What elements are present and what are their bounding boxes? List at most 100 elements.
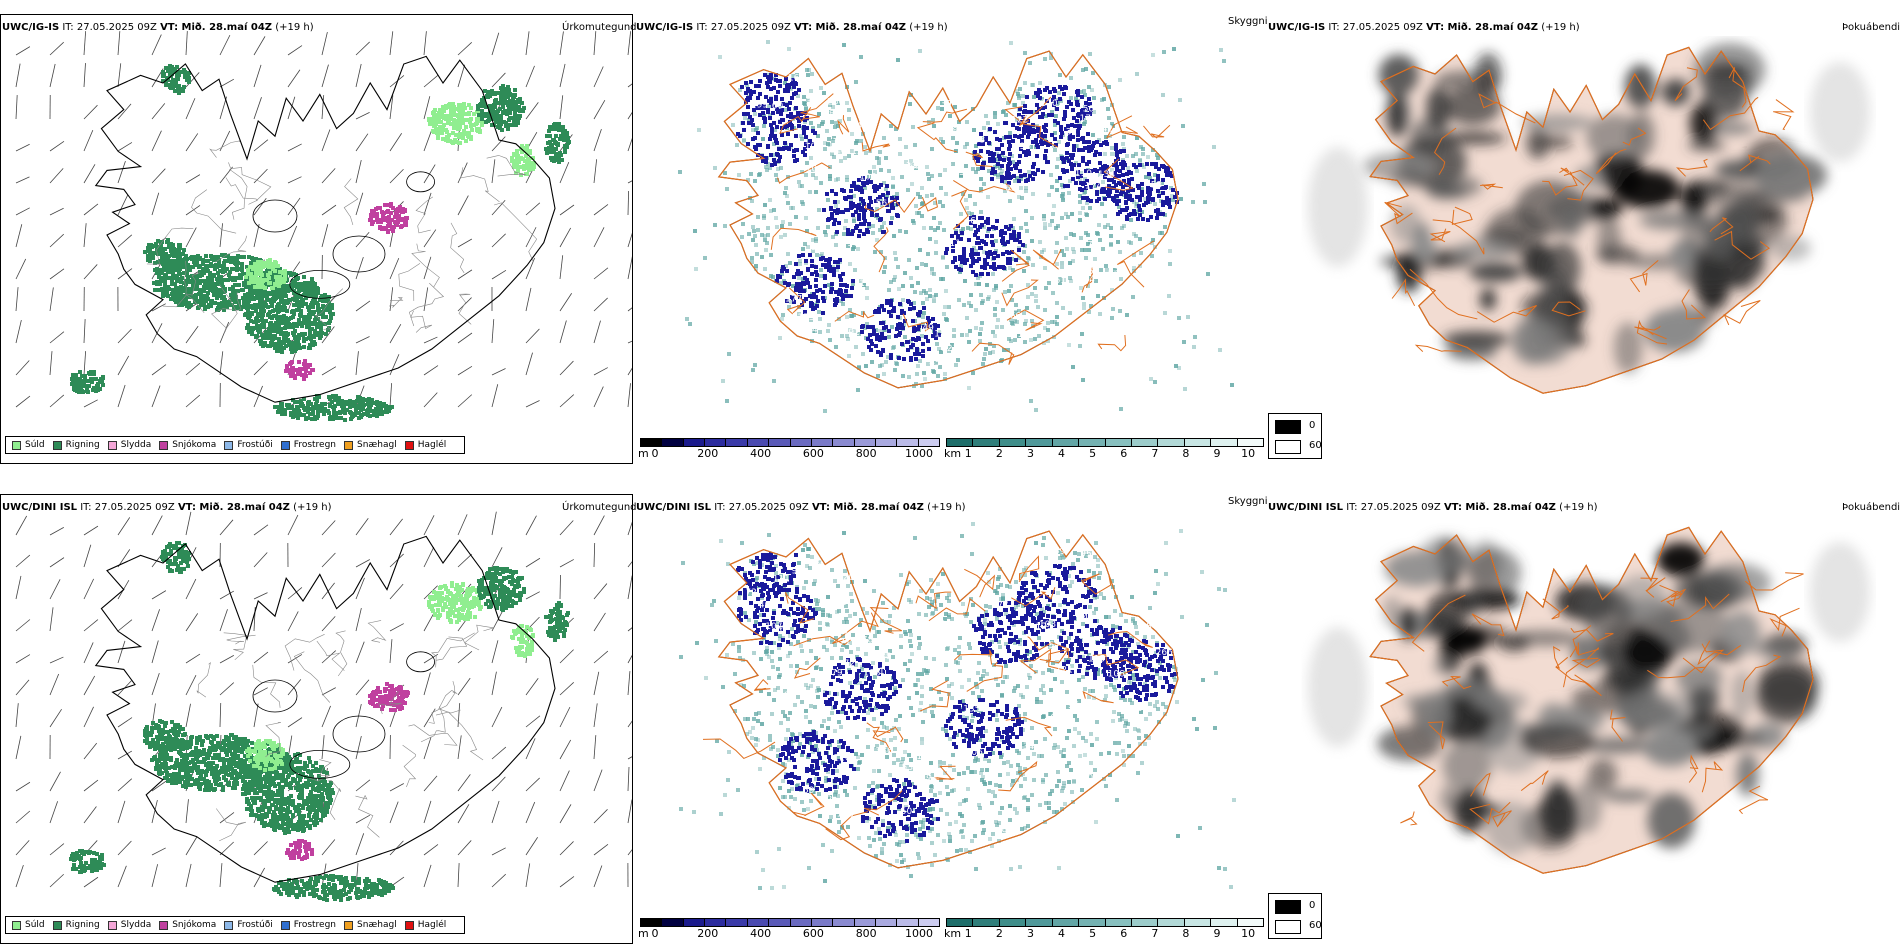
lead-time: (+19 h): [1541, 22, 1580, 33]
ceiling-value-label: 77: [997, 601, 1008, 611]
ceiling-value-label: 81: [873, 667, 884, 677]
ceiling-value-label: 174: [1085, 182, 1102, 192]
ceiling-value-label: 91: [1002, 828, 1013, 838]
ceiling-value-label: 51: [1055, 276, 1066, 286]
ceiling-value-label: 106: [778, 691, 795, 701]
ceiling-unit: m: [638, 927, 649, 940]
ceiling-value-label: 66: [1005, 184, 1017, 194]
legend-swatch: [344, 440, 354, 450]
fog-legend-max: 60: [1309, 440, 1322, 451]
ceiling-value-label: 50: [915, 170, 927, 180]
ceiling-value-label: 35: [806, 98, 817, 108]
ceiling-value-label: 44: [1137, 224, 1149, 234]
colorbar-tick: 3: [1026, 447, 1034, 460]
ceiling-value-label: 115: [1088, 655, 1105, 665]
ceiling-panel-2: 65 72 50 40 59 53 99 38 77 78 53 39 81 108 95 107 46 335 9…: [634, 510, 1266, 910]
colorbar-cell: [947, 439, 974, 446]
issue-time: IT: 27.05.2025 09Z: [1346, 502, 1441, 513]
legend-swatch: [52, 440, 62, 450]
colorbar-cell: [1131, 919, 1159, 926]
ceiling-value-label: 108: [859, 173, 876, 183]
legend-swatch: [224, 920, 234, 930]
valid-time: VT: Mið. 28.maí 04Z: [794, 22, 907, 33]
colorbar-tick: 1000: [905, 447, 933, 460]
ceiling-value-label: 111: [773, 575, 790, 585]
precip-legend-1: Súld Rigning Slydda Snjókoma Frostúði Frostre…: [5, 436, 465, 454]
colorbar-cell: [747, 439, 770, 446]
ceiling-value-label: 107: [823, 572, 840, 582]
ceiling-value-label: 72: [941, 158, 952, 168]
legend-swatch: [224, 440, 234, 450]
ceiling-value-label: 135: [859, 279, 876, 289]
ceiling-value-label: 135: [963, 705, 980, 715]
header-precip-1: UWC/IG-IS IT: 27.05.2025 09Z VT: Mið. 28…: [2, 22, 314, 34]
ceiling-value-label: 100: [914, 779, 931, 789]
ceiling-value-label: 177: [785, 294, 802, 304]
ceiling-value-label: 118: [829, 146, 846, 156]
colorbar-tick: 8: [1182, 927, 1190, 940]
colorbar-cell: [683, 439, 706, 446]
ceiling-value-label: 134: [1017, 742, 1034, 752]
ceiling-value-label: 110: [1075, 169, 1092, 179]
fog-panel-1: [1267, 36, 1900, 432]
ceiling-value-label: 120: [1040, 99, 1057, 109]
model-name: UWC/DINI ISL: [636, 502, 712, 513]
lead-time: (+19 h): [927, 502, 966, 513]
ceiling-value-label: 256: [827, 97, 844, 107]
ceiling-value-label: 53: [1029, 673, 1040, 683]
legend-entry: Slydda: [107, 920, 152, 930]
visibility-unit: km: [944, 447, 962, 460]
legend-swatch: [280, 920, 290, 930]
ceiling-value-label: 126: [833, 754, 850, 764]
ceiling-value-label: 96: [923, 750, 935, 760]
colorbar-cell: [1052, 919, 1080, 926]
issue-time: IT: 27.05.2025 09Z: [1328, 22, 1423, 33]
legend-label: Slydda: [120, 920, 152, 930]
ceiling-value-label: 94: [1083, 275, 1095, 285]
ceiling-value-label: 166: [837, 810, 854, 820]
ceiling-panel-1: 56 42 53 49 51 63 60 56 42 83 80 66 84 39 88 97 114 180 17…: [634, 30, 1266, 430]
ceiling-value-label: 106: [1108, 669, 1125, 679]
legend-swatch: [159, 920, 169, 930]
ceiling-value-label: 76: [1087, 241, 1099, 251]
colorbar-tick: 2: [995, 447, 1003, 460]
legend-label: Haglél: [417, 440, 447, 450]
legend-entry: Haglél: [404, 920, 446, 930]
colorbar-cell: [726, 439, 748, 446]
colorbar-tick: 800: [855, 927, 877, 940]
issue-time: IT: 27.05.2025 09Z: [62, 22, 157, 33]
colorbar-cell: [641, 919, 663, 926]
ceiling-value-label: 95: [1080, 549, 1091, 559]
colorbar-cell: [854, 919, 876, 926]
ceiling-value-label: 84: [1146, 622, 1158, 632]
colorbar-cell: [973, 439, 1000, 446]
colorbar-cell: [662, 439, 684, 446]
colorbar-cell: [918, 919, 940, 926]
ceiling-value-label: 71: [839, 638, 850, 648]
colorbar-cell: [726, 919, 748, 926]
ceiling-value-label: 72: [745, 588, 756, 598]
colorbar-cell: [875, 439, 898, 446]
colorbar-cell: [705, 919, 727, 926]
legend-label: Frostregn: [293, 920, 337, 930]
legend-label: Frostregn: [293, 440, 337, 450]
ceiling-value-label: 39: [940, 100, 952, 110]
colorbar-cell: [769, 439, 791, 446]
colorbar-tick: 400: [750, 447, 772, 460]
precip-title-1: Úrkomutegund: [562, 22, 637, 33]
ceiling-value-label: 50: [901, 807, 913, 817]
ceiling-value-label: 86: [836, 627, 848, 637]
valid-time: VT: Mið. 28.maí 04Z: [160, 22, 273, 33]
legend-swatch: [159, 440, 169, 450]
colorbar-cell: [811, 439, 834, 446]
ceiling-value-label: 83: [988, 209, 999, 219]
legend-swatch: [12, 440, 21, 450]
colorbar-cell: [918, 439, 940, 446]
fog-map-2: [1307, 526, 1870, 874]
colorbar-tick: 7: [1151, 927, 1159, 940]
lead-time: (+19 h): [909, 22, 948, 33]
colorbar-tick: 1000: [905, 927, 933, 940]
legend-entry: Frostregn: [280, 920, 337, 930]
colorbar-tick: 2: [995, 927, 1003, 940]
ceiling-value-label: 65: [1137, 704, 1148, 714]
